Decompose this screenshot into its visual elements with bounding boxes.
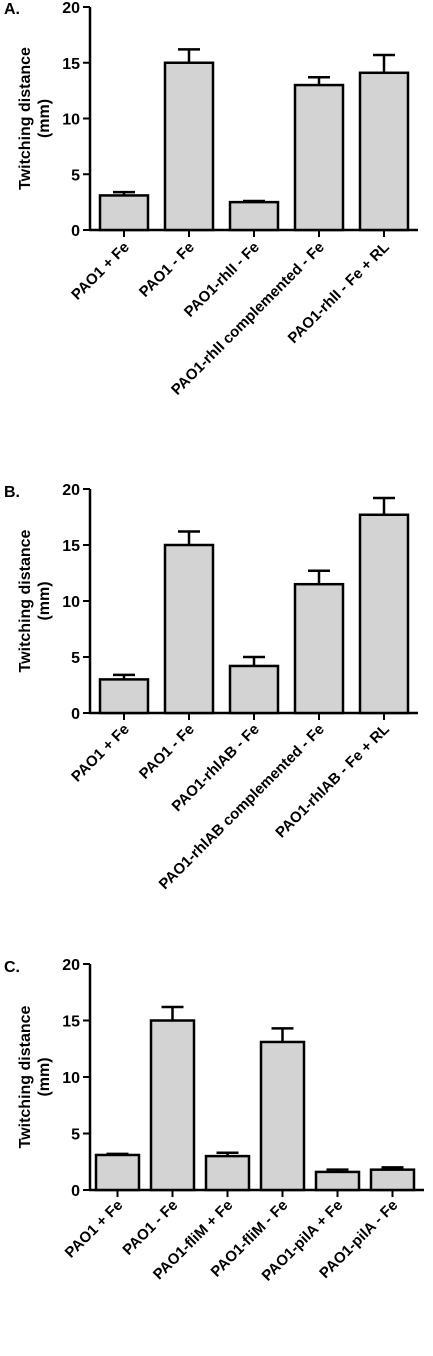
y-tick-label: 15 (62, 56, 80, 73)
y-tick-label: 20 (62, 0, 80, 17)
bar (259, 1040, 306, 1192)
y-tick-label: 10 (62, 112, 80, 129)
bar (369, 1168, 416, 1192)
y-axis-label-line: (mm) (36, 99, 53, 138)
panel-label: C. (4, 959, 20, 976)
y-tick-label: 5 (71, 167, 80, 184)
bar (358, 513, 410, 715)
bar (163, 61, 215, 232)
y-tick-label: 20 (62, 957, 80, 974)
category-label: PAO1 + Fe (68, 721, 133, 786)
bar (293, 83, 345, 232)
panel-label: A. (4, 1, 20, 18)
bar (314, 1170, 361, 1192)
y-tick-label: 20 (62, 482, 80, 499)
y-axis-label-line: Twitching distance (17, 529, 34, 672)
bar (228, 200, 280, 232)
category-label: PAO1-rhlAB - Fe + RL (272, 721, 393, 842)
category-label: PAO1 + Fe (68, 239, 133, 304)
category-label: PAO1 + Fe (62, 1197, 127, 1262)
y-axis-label: Twitching distance (mm) (17, 529, 53, 672)
bar (98, 194, 150, 232)
bar (228, 664, 280, 715)
y-axis-label: Twitching distance (mm) (17, 47, 53, 190)
y-tick-label: 15 (62, 1014, 80, 1031)
y-axis-label-line: Twitching distance (17, 47, 34, 190)
y-tick-label: 0 (71, 706, 80, 723)
category-label: PAO1 - Fe (136, 239, 198, 301)
y-axis-label-line: Twitching distance (17, 1005, 34, 1148)
bar (204, 1154, 251, 1192)
y-tick-label: 0 (71, 1183, 80, 1200)
y-tick-label: 5 (71, 650, 80, 667)
y-tick-label: 0 (71, 223, 80, 240)
panel-label: B. (4, 484, 20, 501)
y-axis-label: Twitching distance (mm) (17, 1005, 53, 1148)
category-label: PAO1 - Fe (136, 721, 198, 783)
bar (94, 1153, 141, 1192)
bar (98, 678, 150, 715)
y-tick-label: 15 (62, 538, 80, 555)
y-tick-label: 10 (62, 594, 80, 611)
bar (293, 582, 345, 715)
chart-panel-2: B. Twitching distance (mm) 0 5 10 15 20 PAO1 + F… (4, 482, 418, 893)
chart-panel-3: C. Twitching distance (mm) 0 5 10 15 20 PAO1 + F… (4, 957, 424, 1285)
bar (149, 1019, 196, 1192)
y-tick-label: 10 (62, 1070, 80, 1087)
chart-panel-1: A. Twitching distance (mm) 0 5 10 15 20 PAO1 + F… (4, 0, 418, 399)
bar (358, 71, 410, 232)
y-axis-label-line: (mm) (36, 1057, 53, 1096)
y-axis-label-line: (mm) (36, 581, 53, 620)
bar (163, 543, 215, 715)
y-tick-label: 5 (71, 1127, 80, 1144)
